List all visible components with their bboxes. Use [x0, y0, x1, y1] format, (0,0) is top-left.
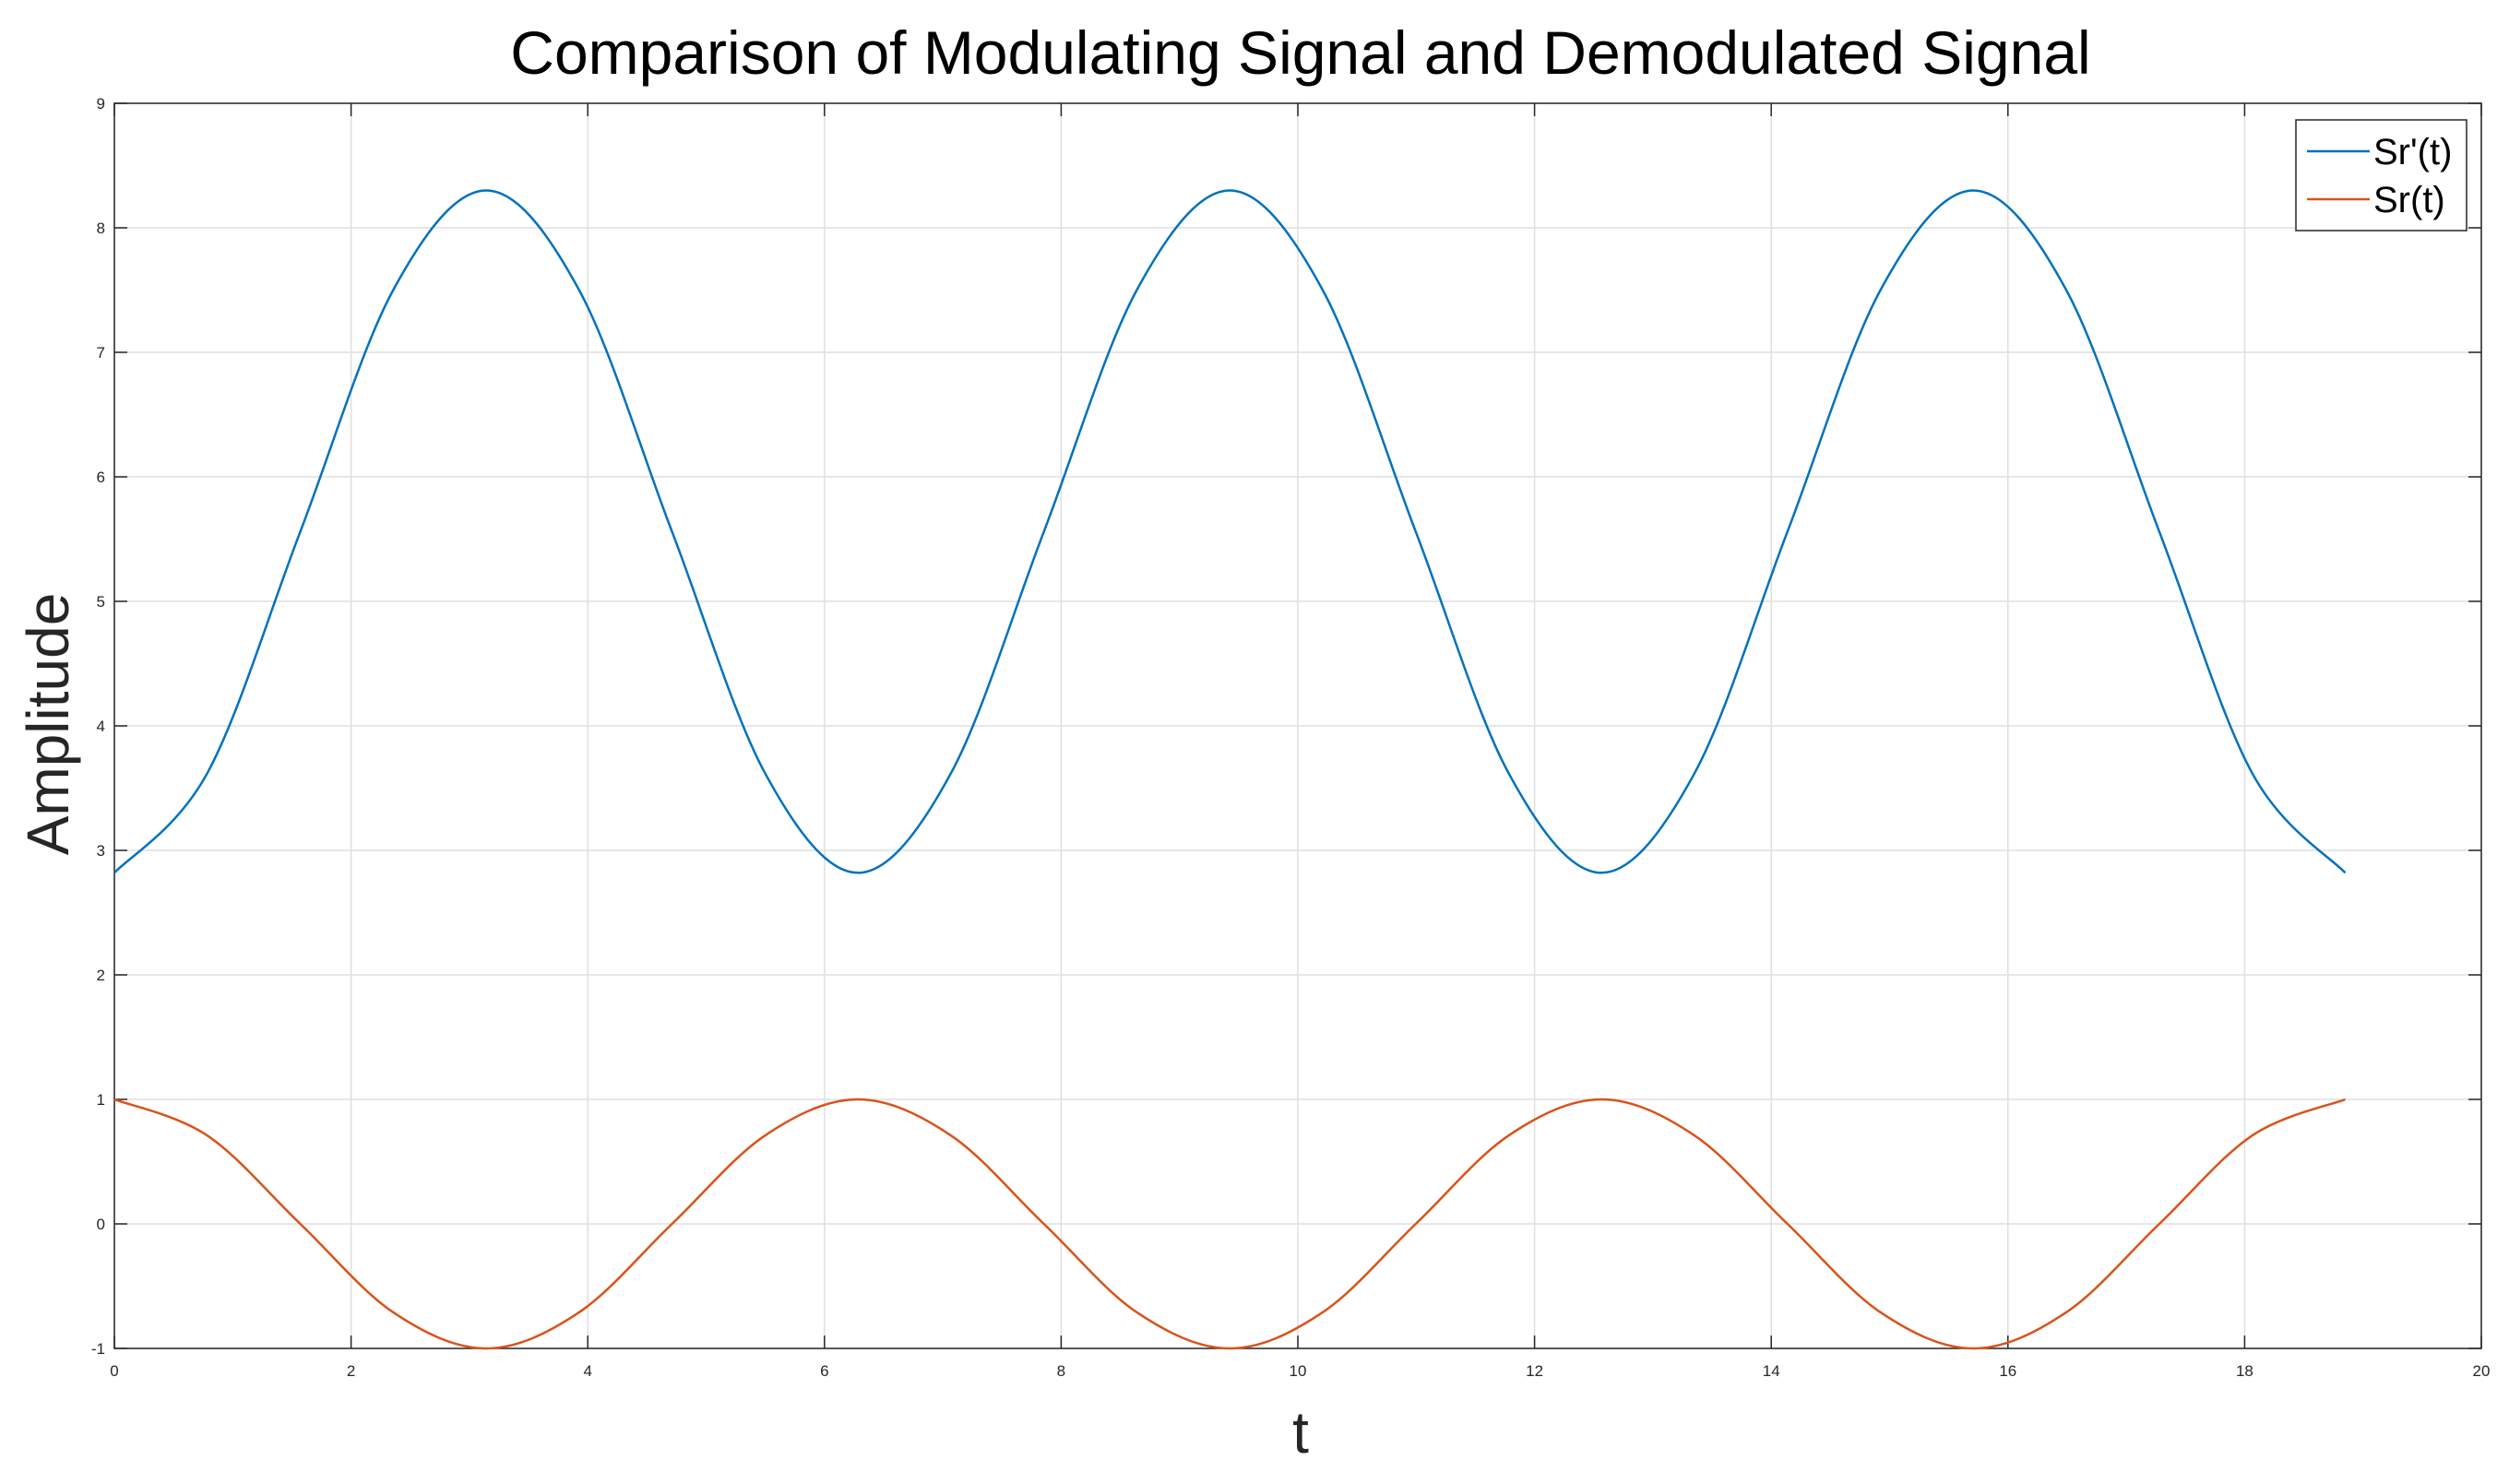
y-tick-label: -1 — [91, 1340, 105, 1358]
x-tick-label: 2 — [347, 1362, 355, 1380]
y-tick-label: 5 — [97, 593, 105, 611]
x-tick-label: 20 — [2473, 1362, 2491, 1380]
y-tick-label: 8 — [97, 220, 105, 237]
x-tick-label: 18 — [2236, 1362, 2253, 1380]
x-tick-label: 16 — [1999, 1362, 2016, 1380]
y-tick-label: 1 — [97, 1091, 105, 1109]
y-tick-label: 6 — [97, 469, 105, 486]
series-line-1 — [113, 189, 2347, 874]
y-tick-label: 2 — [97, 967, 105, 984]
legend-box — [2295, 119, 2467, 232]
x-axis-label: t — [1292, 1399, 1309, 1466]
x-tick-label: 6 — [820, 1362, 828, 1380]
x-tick-label: 14 — [1763, 1362, 1780, 1380]
x-tick-label: 12 — [1526, 1362, 1543, 1380]
legend-label: Sr(t) — [2373, 180, 2445, 220]
y-tick-label: 4 — [97, 718, 105, 735]
legend: Sr'(t) Sr(t) — [2295, 119, 2467, 232]
series-layer — [113, 189, 2347, 1350]
y-tick-label: 3 — [97, 842, 105, 860]
legend-label: Sr'(t) — [2373, 132, 2452, 172]
series-line-2 — [113, 1098, 2346, 1350]
y-tick-label: 0 — [97, 1216, 105, 1233]
y-tick-label: 9 — [97, 95, 105, 113]
y-axis-label: Amplitude — [15, 593, 81, 856]
x-tick-label: 0 — [110, 1362, 118, 1380]
x-tick-label: 4 — [583, 1362, 591, 1380]
chart-title: Comparison of Modulating Signal and Demo… — [510, 18, 2090, 87]
x-tick-label: 8 — [1057, 1362, 1065, 1380]
x-tick-label: 10 — [1290, 1362, 1307, 1380]
y-tick-label: 7 — [97, 344, 105, 362]
